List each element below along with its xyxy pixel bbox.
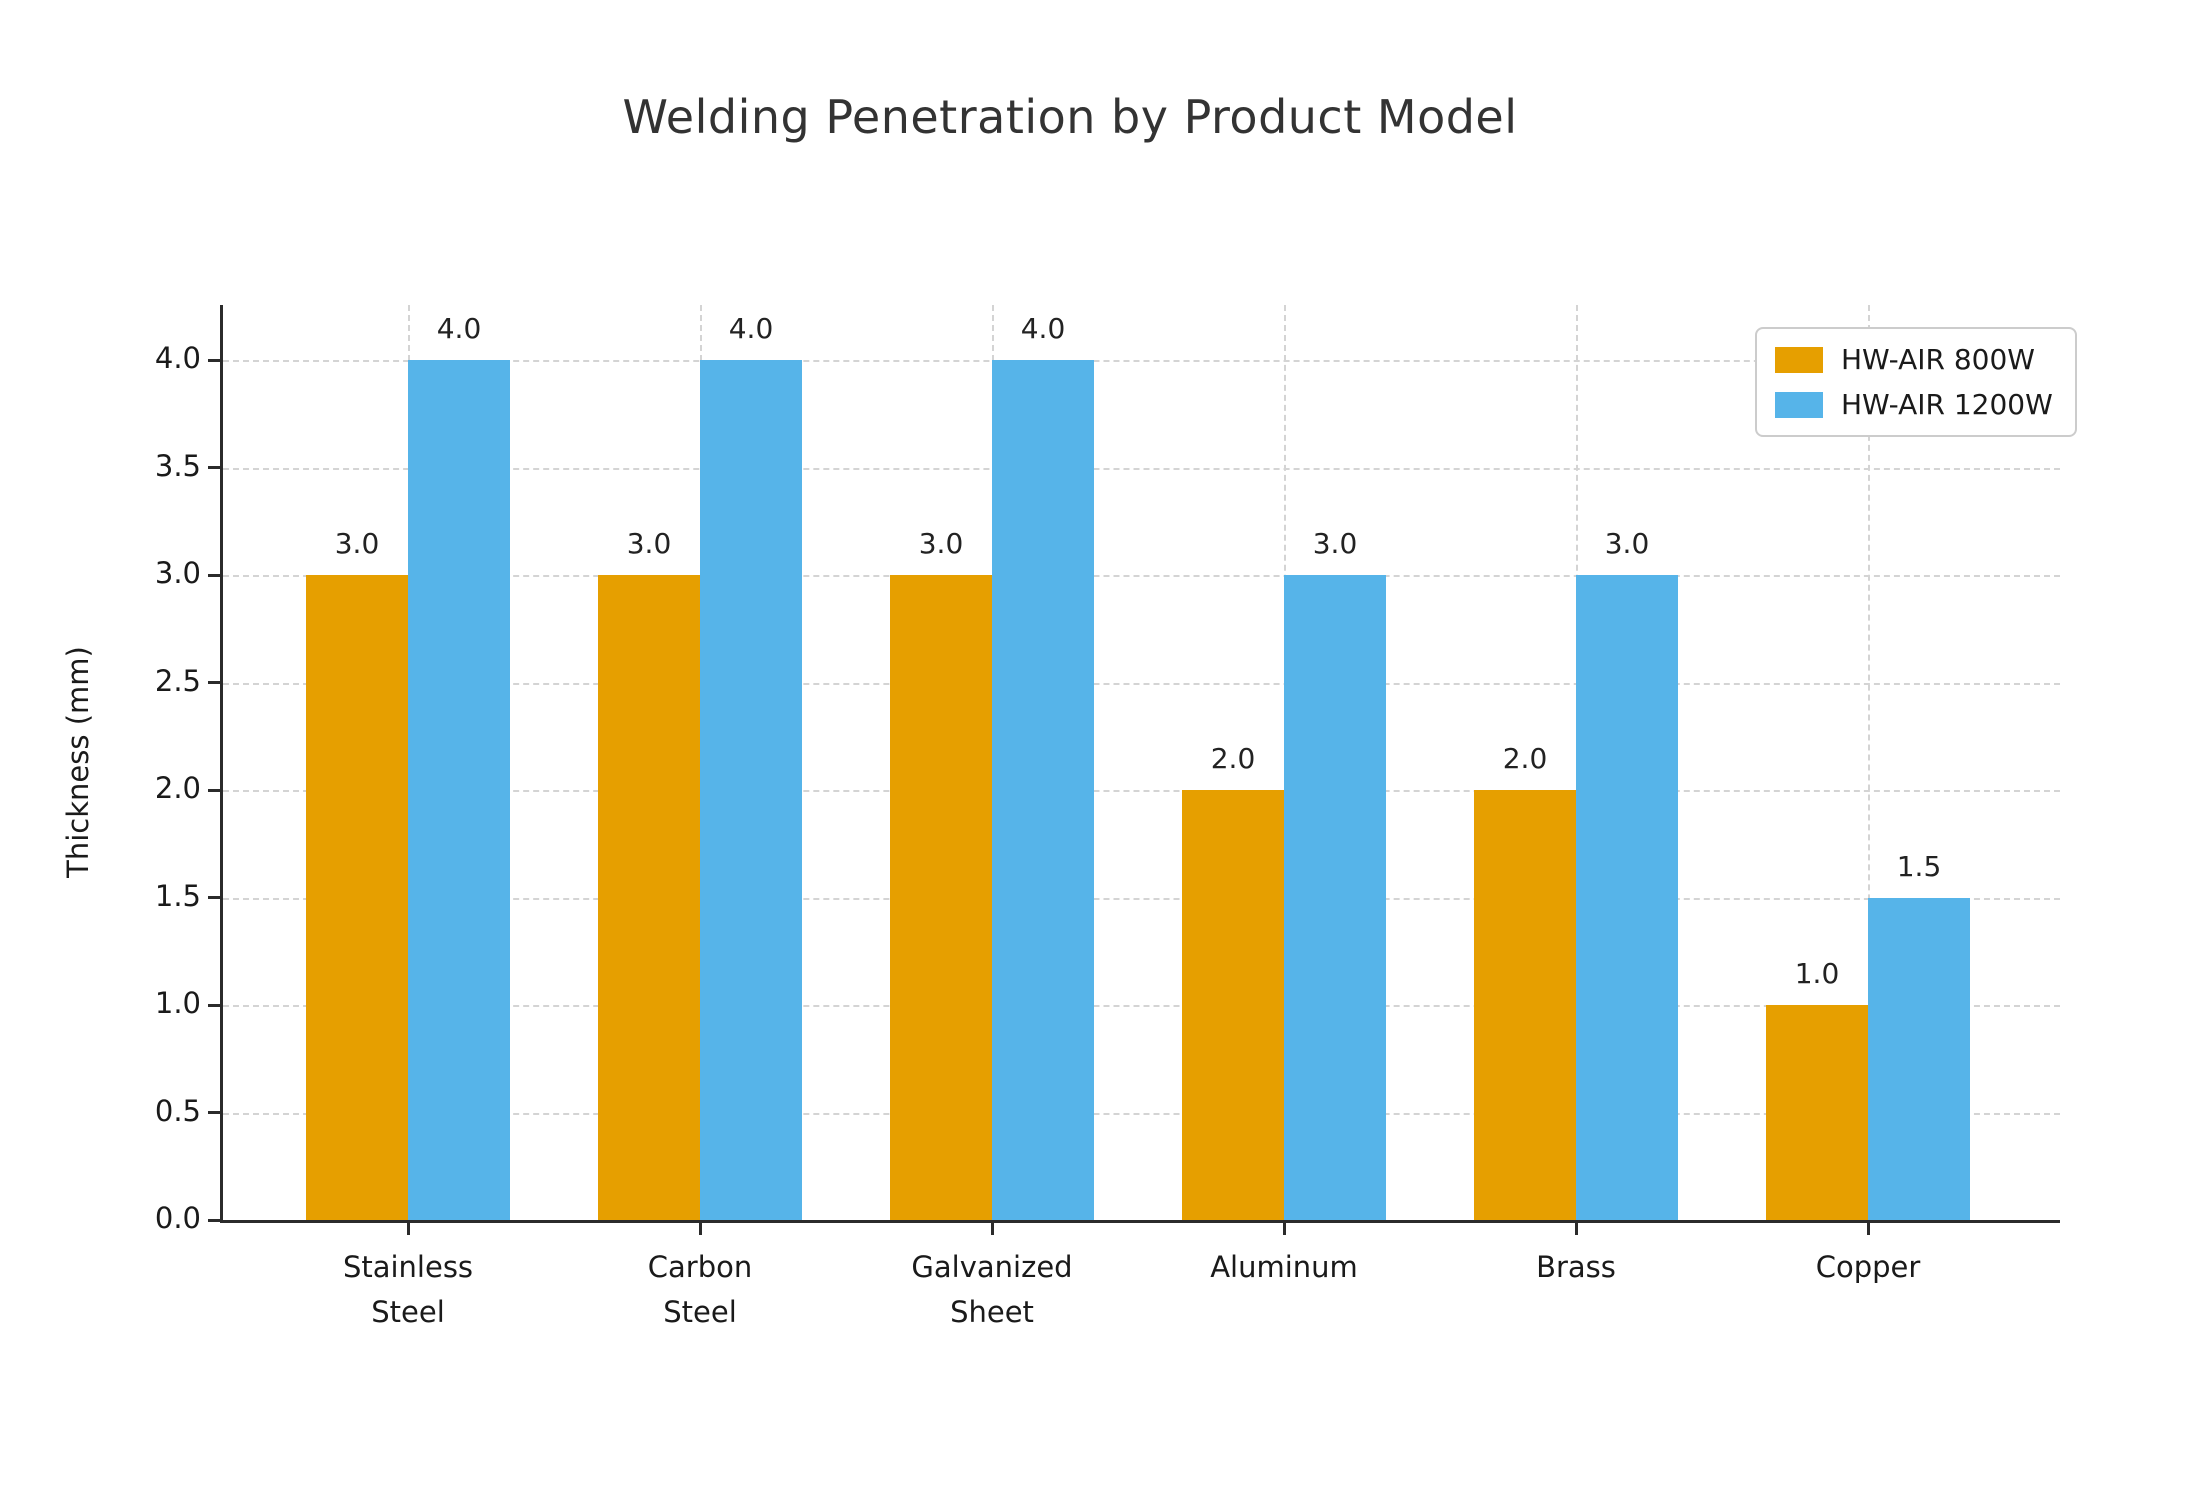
bar-1200w bbox=[408, 360, 510, 1220]
x-tick-mark bbox=[698, 1223, 702, 1235]
y-tick-label: 4.0 bbox=[154, 341, 201, 375]
x-tick-label: Carbon Steel bbox=[647, 1250, 753, 1329]
y-tick-mark bbox=[208, 788, 220, 792]
y-axis-title: Thickness (mm) bbox=[61, 646, 95, 878]
bar-800w bbox=[1182, 790, 1284, 1220]
x-tick-label: Brass bbox=[1536, 1250, 1616, 1284]
bar-value-label: 2.0 bbox=[1502, 742, 1548, 775]
y-tick-label: 1.0 bbox=[154, 986, 201, 1020]
legend-item-800w: HW-AIR 800W bbox=[1775, 343, 2053, 376]
bar-value-label: 3.0 bbox=[1312, 527, 1358, 560]
bar-800w bbox=[1766, 1005, 1868, 1220]
y-tick-label: 2.5 bbox=[154, 663, 201, 698]
x-axis-spine bbox=[220, 1220, 2060, 1223]
x-tick-label: Stainless Steel bbox=[342, 1250, 474, 1329]
bar-1200w bbox=[700, 360, 802, 1220]
chart-title: Welding Penetration by Product Model bbox=[622, 90, 1518, 144]
legend-label-800w: HW-AIR 800W bbox=[1841, 343, 2035, 376]
y-tick-label: 2.0 bbox=[154, 771, 201, 805]
y-tick-label: 0.5 bbox=[154, 1093, 201, 1128]
y-tick-label: 3.5 bbox=[154, 448, 201, 483]
bar-1200w bbox=[1576, 575, 1678, 1220]
plot-area: HW-AIR 800W HW-AIR 1200W 0.0 0.5 1.0 1.5 2.0… bbox=[155, 305, 2077, 1329]
x-tick-mark bbox=[406, 1223, 410, 1235]
bar-1200w bbox=[992, 360, 1094, 1220]
y-tick-mark bbox=[208, 1111, 220, 1114]
bar-value-label: 3.0 bbox=[918, 527, 964, 560]
x-tick-mark bbox=[1866, 1223, 1870, 1235]
x-tick-mark bbox=[1574, 1223, 1578, 1235]
bar-value-label: 1.5 bbox=[1896, 849, 1942, 883]
bar-800w bbox=[306, 575, 408, 1220]
y-tick-mark bbox=[208, 466, 220, 469]
bar-800w bbox=[890, 575, 992, 1220]
x-tick-label: Copper bbox=[1815, 1250, 1921, 1284]
gridline-horizontal bbox=[223, 575, 2060, 577]
bar-value-label: 3.0 bbox=[626, 527, 672, 560]
legend: HW-AIR 800W HW-AIR 1200W bbox=[1755, 327, 2077, 437]
gridline-vertical bbox=[1868, 305, 1870, 1220]
x-tick-mark bbox=[990, 1223, 994, 1235]
y-tick-mark bbox=[208, 358, 220, 362]
bar-value-label: 3.0 bbox=[334, 527, 380, 560]
legend-swatch-1200w bbox=[1775, 391, 1823, 418]
y-tick-label: 0.0 bbox=[154, 1201, 201, 1235]
y-tick-mark bbox=[208, 681, 220, 684]
legend-swatch-800w bbox=[1775, 346, 1823, 373]
gridline-horizontal bbox=[223, 682, 2060, 685]
gridline-horizontal bbox=[223, 467, 2060, 470]
y-tick-label: 1.5 bbox=[154, 878, 201, 913]
legend-label-1200w: HW-AIR 1200W bbox=[1841, 388, 2053, 421]
bar-value-label: 4.0 bbox=[1020, 312, 1066, 345]
y-tick-mark bbox=[208, 896, 220, 899]
y-tick-label: 3.0 bbox=[154, 556, 201, 590]
x-tick-mark bbox=[1282, 1223, 1286, 1235]
bar-1200w bbox=[1868, 897, 1970, 1220]
gridline-horizontal bbox=[223, 360, 2060, 362]
bar-800w bbox=[598, 575, 700, 1220]
bar-value-label: 4.0 bbox=[436, 312, 482, 345]
y-tick-mark bbox=[208, 573, 220, 577]
bar-1200w bbox=[1284, 575, 1386, 1220]
bar-value-label: 2.0 bbox=[1210, 742, 1256, 775]
bar-value-label: 1.0 bbox=[1794, 957, 1840, 990]
gridline-horizontal bbox=[223, 790, 2060, 792]
bar-value-label: 3.0 bbox=[1604, 527, 1650, 560]
bar-800w bbox=[1474, 790, 1576, 1220]
bar-value-label: 4.0 bbox=[728, 312, 774, 345]
y-tick-mark bbox=[208, 1218, 220, 1222]
gridline-horizontal bbox=[223, 1112, 2060, 1115]
legend-item-1200w: HW-AIR 1200W bbox=[1775, 388, 2053, 421]
gridline-horizontal bbox=[223, 1005, 2060, 1007]
y-axis-spine bbox=[220, 305, 223, 1223]
x-tick-label: Galvanized Sheet bbox=[911, 1250, 1073, 1329]
y-tick-mark bbox=[208, 1003, 220, 1007]
x-tick-label: Aluminum bbox=[1210, 1250, 1358, 1284]
gridline-horizontal bbox=[223, 897, 2060, 900]
